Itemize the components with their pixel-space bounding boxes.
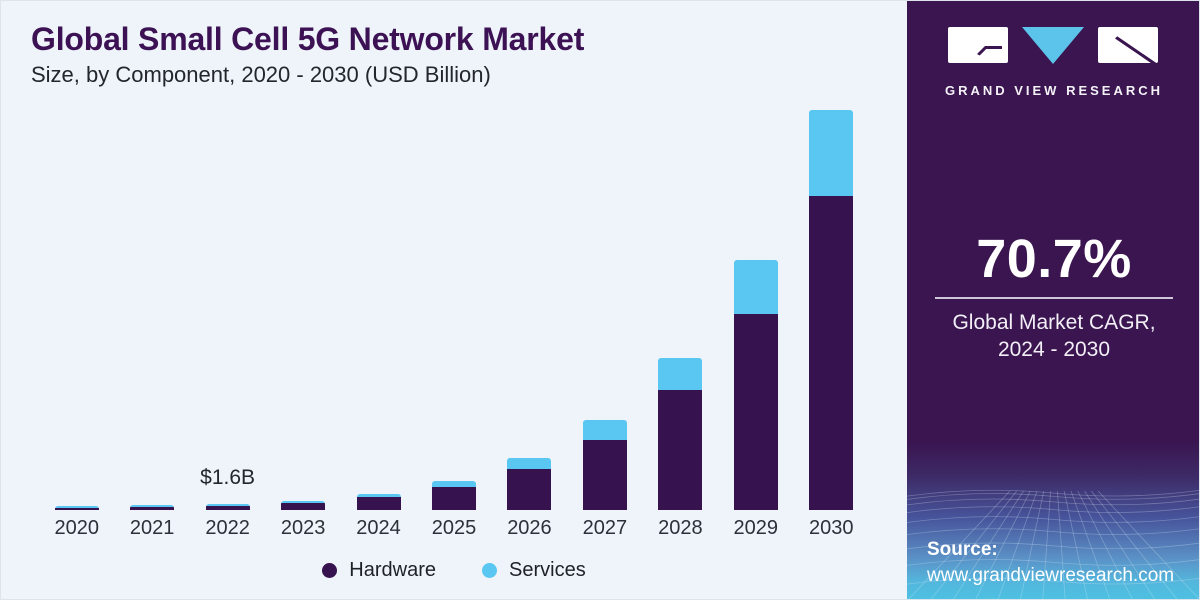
- side-panel: GRAND VIEW RESEARCH 70.7% Global Market …: [907, 1, 1199, 599]
- services-swatch-icon: [482, 563, 497, 578]
- cagr-label-line1: Global Market CAGR,: [952, 311, 1156, 334]
- chart-title: Global Small Cell 5G Network Market: [31, 21, 585, 57]
- bar-2025-hardware-segment: [431, 487, 476, 510]
- brand-name: GRAND VIEW RESEARCH: [944, 83, 1164, 98]
- bar-chart: 2020 2021 2022 $1.6B 2023 2024 2025 2026 2027 202…: [39, 87, 869, 541]
- bar-2023-hardware-segment: [281, 503, 326, 510]
- legend-item-services: Services: [482, 559, 586, 582]
- x-axis-label-2028: 2028: [658, 517, 703, 539]
- x-axis-label-2030: 2030: [809, 517, 854, 539]
- x-axis-label-2029: 2029: [733, 517, 779, 539]
- bar-2028-hardware-segment: [658, 390, 703, 510]
- bar-2022: [205, 503, 250, 510]
- x-axis-label-2020: 2020: [54, 517, 99, 539]
- bar-2030: [809, 109, 854, 510]
- bar-2029-hardware-segment: [733, 314, 778, 510]
- x-axis-label-2024: 2024: [356, 517, 401, 539]
- bar-2022-hardware-segment: [205, 505, 250, 510]
- bar-group-2024: 2024: [341, 87, 416, 541]
- bar-2024: [356, 493, 401, 510]
- bar-2025-services-segment: [431, 480, 476, 488]
- bar-2025: [431, 480, 476, 510]
- bar-2027-hardware-segment: [582, 440, 627, 510]
- bar-2021: [130, 505, 175, 510]
- bar-group-2029: 2029: [718, 87, 793, 541]
- x-axis-label-2027: 2027: [582, 517, 628, 539]
- x-axis-label-2022: 2022: [205, 517, 250, 539]
- perspective-grid-icon: [907, 489, 1199, 599]
- bar-2023-services-segment: [281, 500, 326, 503]
- bar-2021-services-segment: [130, 505, 175, 508]
- cagr-value: 70.7%: [976, 229, 1132, 289]
- legend-label-hardware: Hardware: [349, 559, 436, 581]
- legend-item-hardware: Hardware: [322, 559, 436, 582]
- legend-label-services: Services: [509, 559, 586, 581]
- bar-2021-hardware-segment: [130, 507, 175, 510]
- bar-2027-services-segment: [582, 420, 627, 440]
- bar-group-2028: 2028: [643, 87, 718, 541]
- value-annotation: $1.6B: [200, 465, 256, 489]
- bar-2020: [54, 505, 99, 510]
- bar-group-2022: 2022 $1.6B: [190, 87, 265, 541]
- gvr-logo-icon: [948, 27, 1160, 68]
- bar-2028-services-segment: [658, 358, 703, 391]
- chart-legend: Hardware Services: [1, 559, 907, 582]
- hardware-swatch-icon: [322, 563, 338, 578]
- bar-2029: [733, 260, 778, 510]
- chart-subtitle: Size, by Component, 2020 - 2030 (USD Bil…: [31, 62, 491, 87]
- bar-2022-services-segment: [205, 503, 250, 506]
- source-url: www.grandviewresearch.com: [927, 565, 1175, 586]
- bar-group-2025: 2025: [416, 87, 491, 541]
- bar-2023: [281, 500, 326, 510]
- bar-2024-hardware-segment: [356, 497, 401, 510]
- bar-2030-hardware-segment: [809, 196, 854, 510]
- stat-divider: [935, 297, 1173, 299]
- bar-group-2030: 2030: [794, 87, 869, 541]
- cagr-stat: 70.7% Global Market CAGR, 2024 - 2030: [907, 229, 1199, 363]
- bar-group-2021: 2021: [114, 87, 189, 541]
- bar-2028: [658, 358, 703, 510]
- bar-2024-services-segment: [356, 493, 401, 498]
- bar-group-2026: 2026: [492, 87, 567, 541]
- bar-2020-services-segment: [54, 505, 99, 508]
- source-block: Source: www.grandviewresearch.com: [927, 537, 1174, 589]
- bar-2026-hardware-segment: [507, 469, 552, 510]
- bar-2020-hardware-segment: [54, 507, 99, 510]
- bar-2030-services-segment: [809, 109, 854, 197]
- bar-group-2027: 2027: [567, 87, 642, 541]
- x-axis-label-2025: 2025: [431, 517, 477, 539]
- bar-group-2023: 2023: [265, 87, 340, 541]
- bar-2029-services-segment: [733, 260, 778, 314]
- bar-group-2020: 2020: [39, 87, 114, 541]
- bar-2026-services-segment: [507, 457, 552, 470]
- bar-2026: [507, 457, 552, 510]
- mesh-background: [907, 441, 1199, 599]
- cagr-label-line2: 2024 - 2030: [997, 338, 1111, 361]
- gvr-logo: GRAND VIEW RESEARCH: [907, 23, 1199, 98]
- chart-section: Global Small Cell 5G Network Market Size…: [1, 1, 907, 599]
- source-label: Source:: [927, 539, 998, 560]
- x-axis-label-2021: 2021: [129, 517, 175, 539]
- x-axis-label-2023: 2023: [280, 517, 326, 539]
- bar-2027: [582, 420, 627, 510]
- x-axis-label-2026: 2026: [507, 517, 552, 539]
